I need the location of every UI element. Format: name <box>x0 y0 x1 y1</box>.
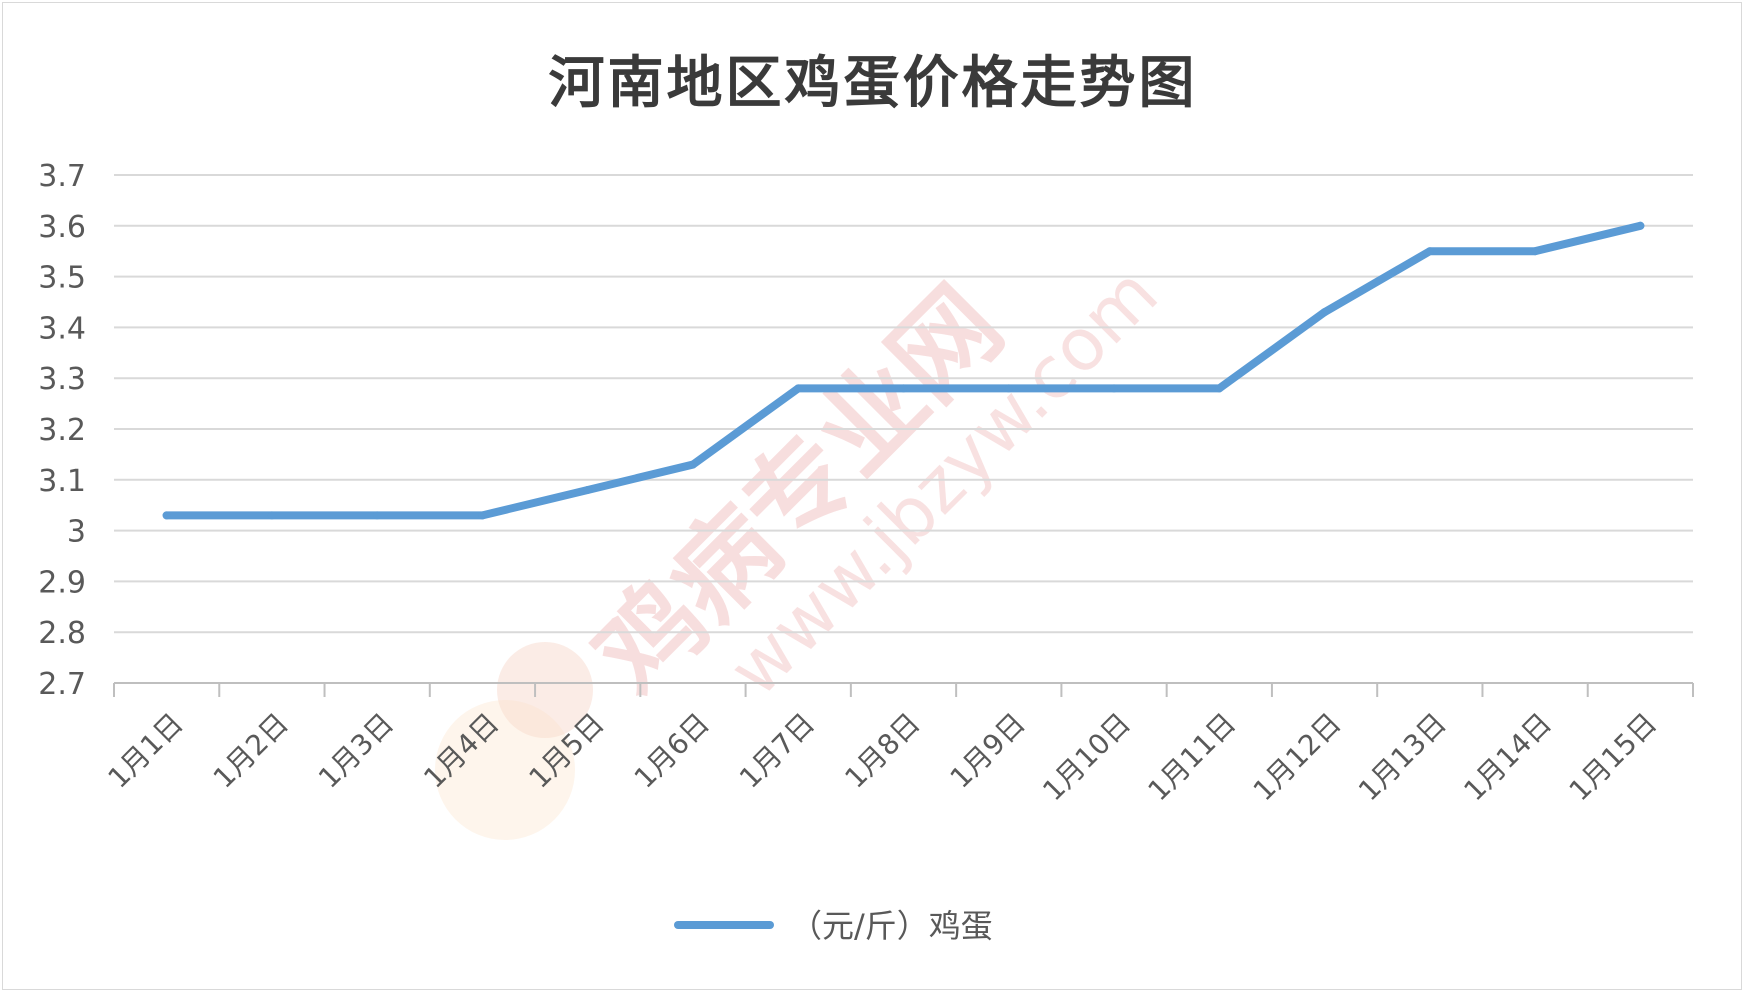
data-point <box>1636 221 1645 230</box>
data-point <box>899 384 908 393</box>
data-point <box>1425 247 1434 256</box>
x-tick-label: 1月1日 <box>101 707 189 795</box>
y-tick-label: 3.5 <box>38 261 86 296</box>
x-tick-label: 1月14日 <box>1457 707 1558 808</box>
y-axis: 2.7 2.8 2.9 3 3.1 3.2 3.3 3.4 3.5 3.6 3.7 <box>38 159 86 702</box>
x-tick-label: 1月3日 <box>312 707 400 795</box>
chart-title: 河南地区鸡蛋价格走势图 <box>548 51 1198 116</box>
data-point <box>1110 384 1119 393</box>
data-point <box>1320 308 1329 317</box>
x-tick-label: 1月7日 <box>733 707 821 795</box>
x-tick-label: 1月8日 <box>838 707 926 795</box>
x-tick-label: 1月6日 <box>628 707 716 795</box>
y-tick-label: 3.7 <box>38 159 86 194</box>
x-tick-label: 1月15日 <box>1563 707 1664 808</box>
legend-label: （元/斤）鸡蛋 <box>790 907 993 945</box>
data-point <box>1531 247 1540 256</box>
data-point <box>162 511 171 520</box>
data-point <box>1004 384 1013 393</box>
x-tick-label: 1月12日 <box>1247 707 1348 808</box>
x-axis <box>113 682 1694 697</box>
x-axis-labels: 1月1日 1月2日 1月3日 1月4日 1月5日 1月6日 1月7日 1月8日 1月9日 1月10… <box>101 707 1663 808</box>
data-point <box>373 511 382 520</box>
data-point <box>1215 384 1224 393</box>
x-tick-label: 1月2日 <box>207 707 295 795</box>
data-point <box>583 485 592 494</box>
data-point <box>688 460 697 469</box>
y-tick-label: 3.1 <box>38 464 86 499</box>
watermark-logo-icon <box>497 642 593 738</box>
y-tick-label: 3.4 <box>38 311 86 346</box>
x-tick-label: 1月9日 <box>944 707 1032 795</box>
data-point <box>794 384 803 393</box>
y-tick-label: 3.3 <box>38 362 86 397</box>
y-tick-label: 3.6 <box>38 210 86 245</box>
x-tick-label: 1月13日 <box>1352 707 1453 808</box>
series-layer <box>162 221 1645 520</box>
legend: （元/斤）鸡蛋 <box>674 907 993 945</box>
data-point <box>267 511 276 520</box>
y-tick-label: 3 <box>67 515 86 550</box>
y-tick-label: 2.7 <box>38 667 86 702</box>
y-tick-label: 3.2 <box>38 413 86 448</box>
grid <box>114 174 1693 634</box>
x-tick-label: 1月10日 <box>1036 707 1137 808</box>
watermark-logo-glow-icon <box>435 700 575 840</box>
y-tick-label: 2.9 <box>38 565 86 600</box>
x-tick-label: 1月11日 <box>1142 707 1243 808</box>
y-tick-label: 2.8 <box>38 616 86 651</box>
data-point <box>478 511 487 520</box>
